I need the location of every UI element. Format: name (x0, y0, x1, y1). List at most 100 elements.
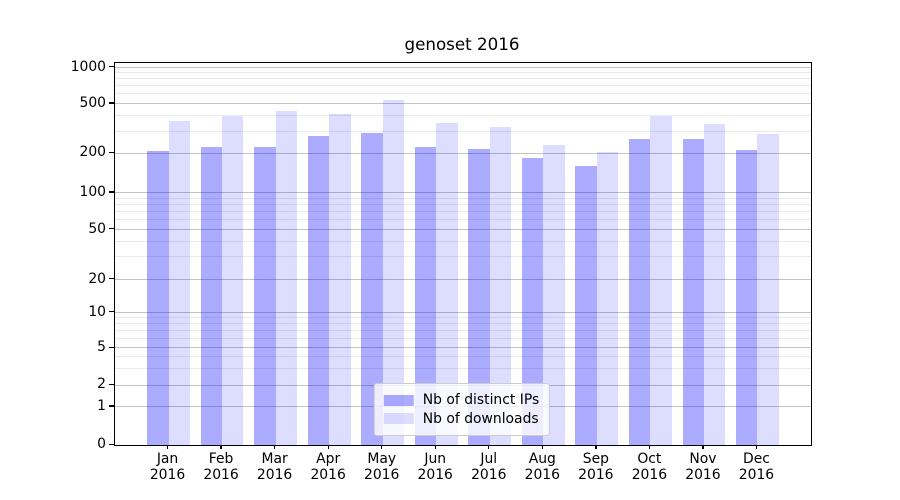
major-gridline (115, 278, 811, 280)
bar-downloads-nov (703, 124, 726, 445)
x-tick-label: Aug 2016 (514, 451, 570, 483)
x-tick-year: 2016 (524, 467, 560, 483)
bar-downloads-aug (543, 145, 565, 445)
legend-swatch-downloads (383, 413, 414, 424)
y-tick-label: 0 (97, 436, 106, 452)
x-tick-label: Mar 2016 (247, 451, 303, 483)
bar-distinct-ips-oct (628, 138, 651, 445)
x-tick-year: 2016 (310, 467, 346, 483)
x-tick-label: Jun 2016 (407, 451, 463, 483)
x-tick-mark (702, 445, 704, 450)
minor-gridline (115, 203, 811, 205)
bar-downloads-feb (222, 115, 244, 445)
x-tick-year: 2016 (738, 467, 775, 483)
minor-gridline (115, 316, 811, 318)
y-tick-mark (109, 102, 114, 104)
x-tick-year: 2016 (203, 467, 239, 483)
legend-entry-distinct-ips: Nb of distinct IPs (383, 392, 539, 408)
y-tick-mark (109, 278, 114, 280)
y-tick-mark (109, 405, 114, 407)
y-tick-mark (109, 383, 114, 386)
major-gridline (115, 347, 811, 349)
bar-distinct-ips-sep (575, 166, 597, 445)
bar-downloads-sep (596, 151, 619, 445)
y-tick-label: 10 (88, 303, 106, 320)
x-tick-label: Apr 2016 (300, 451, 356, 483)
x-tick-label: Nov 2016 (675, 451, 731, 483)
minor-gridline (115, 322, 811, 324)
x-tick-month: Mar (261, 451, 288, 467)
x-tick-month: Apr (316, 451, 341, 467)
x-tick-month: Jul (480, 451, 498, 467)
x-tick-mark (381, 445, 383, 450)
x-tick-month: May (367, 451, 397, 467)
x-tick-month: Oct (637, 451, 662, 467)
y-tick-mark (109, 191, 114, 193)
bar-downloads-jun (436, 122, 458, 445)
minor-gridline (115, 367, 811, 369)
minor-gridline (115, 115, 811, 117)
x-tick-month: Aug (528, 451, 556, 467)
minor-gridline (115, 337, 811, 339)
y-tick-mark (109, 311, 114, 313)
x-tick-label: May 2016 (354, 451, 410, 483)
bar-distinct-ips-apr (307, 136, 330, 445)
x-tick-year: 2016 (578, 467, 614, 483)
x-tick-label: Oct 2016 (621, 451, 677, 483)
bar-distinct-ips-mar (254, 147, 276, 445)
bar-downloads-jul (489, 126, 512, 445)
bar-distinct-ips-dec (736, 149, 758, 445)
x-tick-label: Feb 2016 (193, 451, 249, 483)
y-tick-label: 200 (79, 144, 106, 161)
x-tick-month: Sep (582, 451, 609, 467)
x-tick-mark (595, 445, 597, 450)
y-tick-label: 50 (88, 220, 106, 237)
bar-distinct-ips-feb (200, 147, 223, 445)
x-tick-mark (648, 445, 651, 450)
bar-distinct-ips-jun (414, 147, 437, 445)
bar-downloads-oct (650, 116, 672, 445)
minor-gridline (115, 85, 811, 87)
x-tick-label: Jul 2016 (461, 451, 517, 483)
y-tick-mark (109, 346, 114, 348)
major-gridline (115, 66, 811, 68)
y-tick-mark (109, 66, 114, 68)
minor-gridline (115, 256, 811, 258)
chart-title: genoset 2016 (404, 34, 520, 54)
x-tick-year: 2016 (256, 467, 293, 483)
y-tick-label: 500 (79, 94, 106, 111)
bar-downloads-may (382, 99, 405, 445)
x-tick-year: 2016 (417, 467, 453, 483)
y-tick-label: 20 (88, 270, 106, 287)
x-tick-month: Jun (424, 451, 447, 467)
bar-downloads-apr (329, 114, 351, 445)
x-tick-mark (434, 445, 436, 450)
legend: Nb of distinct IPs Nb of downloads (373, 382, 551, 436)
x-tick-mark (755, 445, 758, 450)
y-tick-label: 5 (97, 339, 106, 355)
minor-gridline (115, 72, 811, 74)
x-tick-mark (166, 445, 169, 450)
y-tick-label: 1 (97, 397, 106, 414)
major-gridline (115, 152, 811, 154)
minor-gridline (115, 78, 811, 80)
minor-gridline (115, 218, 811, 220)
y-tick-label: 1000 (70, 58, 106, 75)
x-tick-label: Jan 2016 (140, 451, 196, 483)
x-tick-month: Dec (743, 451, 770, 467)
y-tick-label: 100 (79, 183, 106, 200)
minor-gridline (115, 130, 811, 132)
x-tick-month: Jan (156, 451, 179, 467)
legend-label-downloads: Nb of downloads (422, 410, 539, 427)
bar-downloads-jan (168, 120, 190, 445)
y-tick-mark (109, 443, 114, 445)
bar-distinct-ips-may (361, 132, 383, 445)
minor-gridline (115, 329, 811, 331)
bar-distinct-ips-jan (147, 150, 169, 445)
bar-downloads-mar (275, 110, 298, 445)
bar-distinct-ips-jul (468, 148, 490, 445)
major-gridline (115, 228, 811, 230)
bar-distinct-ips-aug (521, 158, 544, 445)
x-tick-month: Feb (208, 451, 234, 467)
